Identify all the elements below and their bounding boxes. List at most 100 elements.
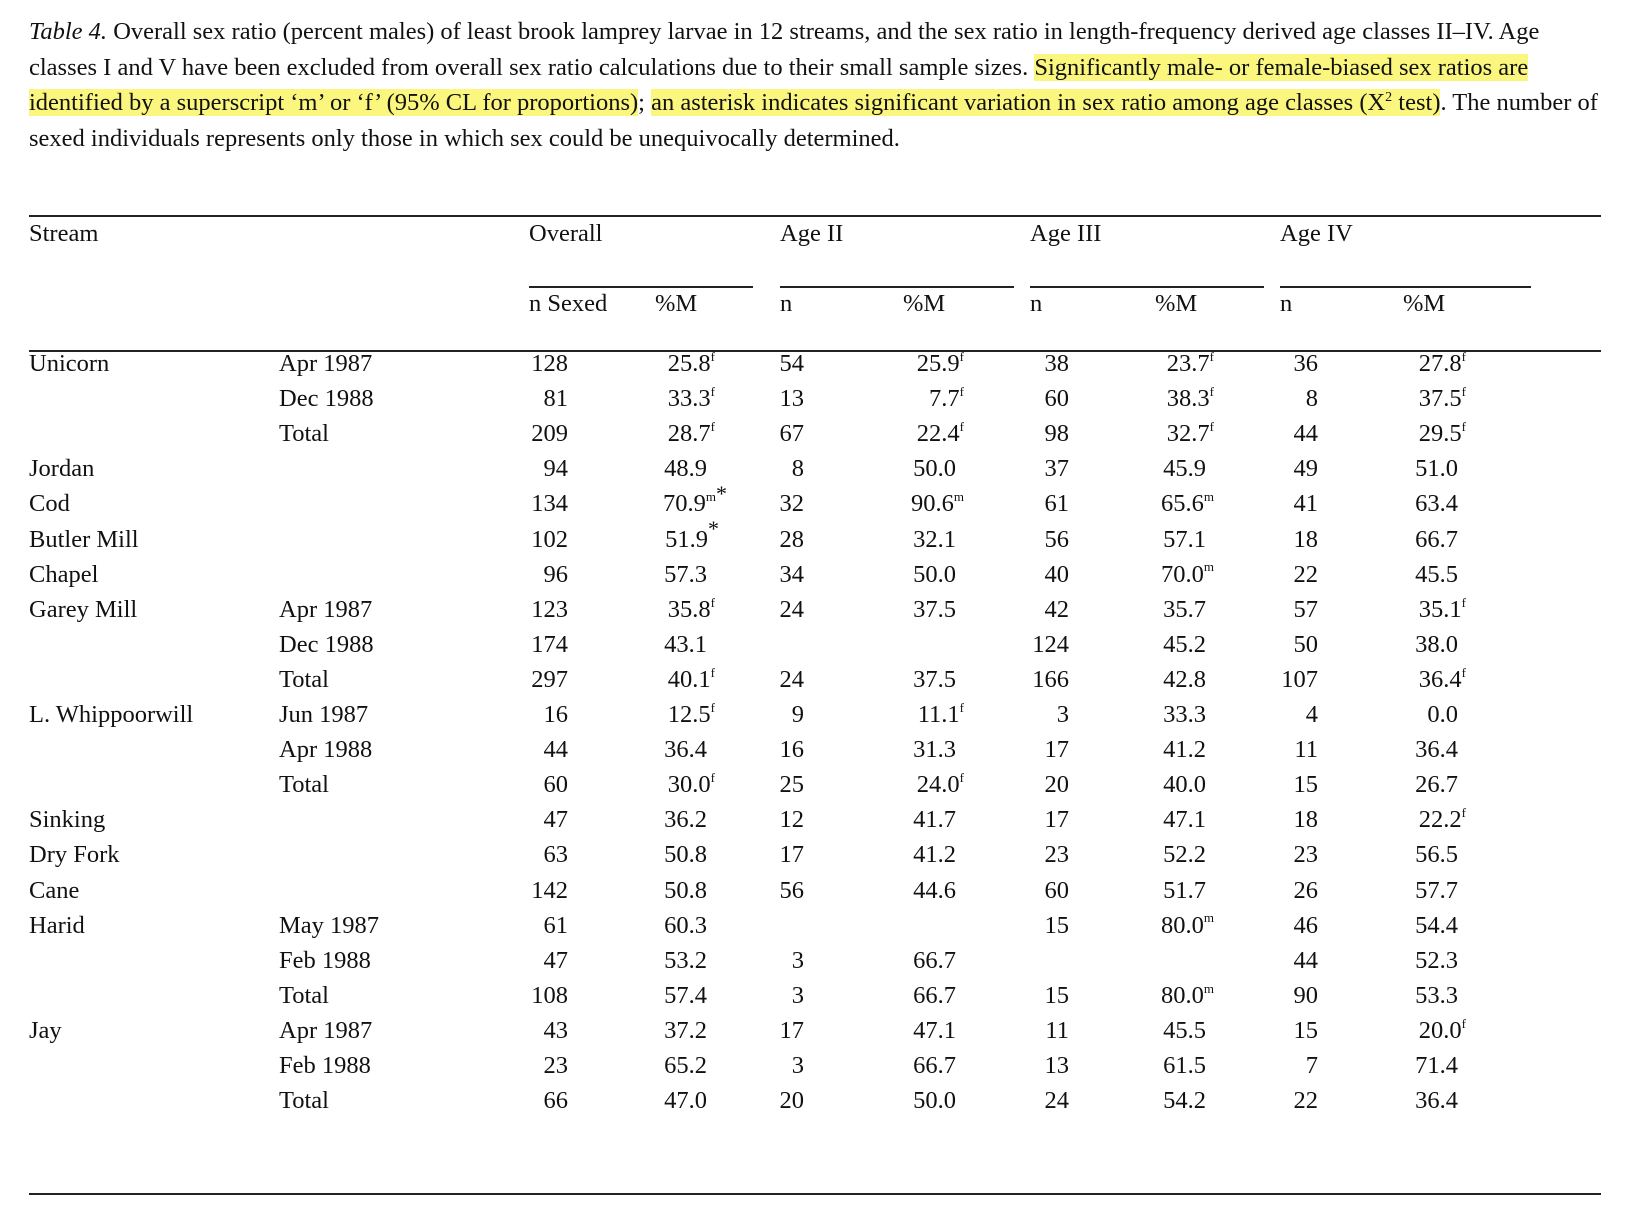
cell-number: 22.2 [1418, 806, 1462, 834]
cell-value: 70.9m* [663, 483, 727, 519]
cell-number: 15 [1293, 771, 1319, 799]
cell-value: 22.4f [917, 419, 964, 449]
cell-number: 166 [1032, 665, 1069, 693]
cell-number: 54.4 [1415, 911, 1458, 939]
cell-value: 33.3f [668, 384, 715, 414]
table-bottom-rule [29, 1193, 1601, 1195]
significance-letter: f [959, 348, 964, 364]
cell-value: 98 [1045, 419, 1070, 449]
cell-value: 56 [780, 876, 805, 906]
cell-value: 54.4 [1415, 911, 1458, 941]
cell-significance-mark: * [708, 518, 719, 540]
cell-value: 27.8f [1419, 349, 1466, 379]
cell-value: 44.6 [913, 876, 956, 906]
cell-significance-mark: f [711, 665, 715, 680]
cell-value: 42 [1045, 595, 1070, 625]
cell-number: 123 [531, 595, 568, 623]
cell-value: 22 [1294, 560, 1319, 590]
table-header-rule [29, 350, 1601, 352]
cell-value: 35.8f [668, 595, 715, 625]
cell-number: 60 [1044, 385, 1070, 413]
cell-number: 61 [1044, 490, 1070, 518]
cell-stream: Cod [29, 490, 70, 518]
caption-highlight-asterisk-note: an asterisk indicates significant variat… [651, 89, 1441, 116]
cell-value: 70.0m [1161, 560, 1214, 590]
cell-value: 66.7 [913, 946, 956, 976]
cell-value: 49 [1294, 454, 1319, 484]
cell-number: 51.7 [1163, 876, 1206, 904]
table-caption: Table 4. Overall sex ratio (percent male… [29, 14, 1601, 156]
cell-number: 107 [1281, 665, 1318, 693]
cell-value: 142 [531, 876, 568, 906]
cell-number: 28.7 [667, 420, 711, 448]
cell-value: 3 [792, 981, 804, 1011]
cell-value: 0.0 [1427, 700, 1458, 730]
cell-number: 45.9 [1163, 455, 1206, 483]
cell-number: 81 [543, 385, 569, 413]
cell-number: 142 [531, 876, 568, 904]
cell-value: 123 [531, 595, 568, 625]
cell-value: 20.0f [1419, 1016, 1466, 1046]
cell-number: 70.0 [1161, 560, 1204, 588]
cell-number: 33.3 [1163, 701, 1206, 728]
cell-value: 24 [1045, 1086, 1070, 1116]
cell-number: 102 [531, 525, 568, 553]
significance-letter: f [1461, 664, 1466, 680]
cell-significance-mark: f [960, 700, 964, 715]
cell-value: 18 [1294, 525, 1319, 555]
cell-significance-mark: f [1462, 384, 1466, 399]
cell-number: 24.0 [916, 771, 960, 799]
cell-value: 11 [1294, 735, 1318, 765]
cell-value: 7.7f [929, 384, 964, 414]
cell-value: 22 [1294, 1086, 1319, 1116]
cell-number: 20 [779, 1087, 805, 1115]
cell-value: 51.0 [1415, 454, 1458, 484]
cell-value: 33.3 [1163, 700, 1206, 730]
cell-value: 57 [1294, 595, 1319, 625]
cell-value: 61 [1045, 489, 1070, 519]
cell-value: 38 [1045, 349, 1070, 379]
cell-value: 29.5f [1419, 419, 1466, 449]
header-sub-0: n Sexed [529, 290, 608, 317]
cell-date: Total [279, 981, 329, 1009]
cell-value: 80.0m [1161, 981, 1214, 1011]
cell-number: 53.2 [664, 946, 707, 974]
table-top-rule [29, 215, 1601, 217]
cell-number: 38.0 [1415, 630, 1458, 658]
significance-letter: f [710, 770, 715, 786]
significance-letter: f [710, 383, 715, 399]
cell-number: 32 [779, 490, 805, 518]
header-sub-5: %M [1155, 290, 1198, 317]
cell-number: 46 [1293, 911, 1319, 939]
cell-value: 13 [780, 384, 805, 414]
cell-number: 33.3 [667, 385, 711, 413]
cell-date: Feb 1988 [279, 1052, 371, 1079]
cell-significance-mark: m [1204, 910, 1214, 925]
cell-number: 26.7 [1415, 771, 1458, 799]
cell-number: 17 [779, 1016, 805, 1044]
cell-value: 11.1f [918, 700, 964, 730]
cell-value: 47 [544, 805, 569, 835]
cell-value: 61.5 [1163, 1051, 1206, 1081]
significance-letter: f [1461, 805, 1466, 821]
cell-number: 71.4 [1415, 1052, 1458, 1079]
cell-value: 134 [531, 489, 568, 519]
cell-value: 20 [780, 1086, 805, 1116]
cell-stream: Harid [29, 911, 85, 939]
cell-number: 15 [1293, 1016, 1319, 1044]
cell-value: 297 [531, 665, 568, 695]
cell-number: 60 [543, 771, 569, 799]
cell-value: 46 [1294, 911, 1319, 941]
cell-value: 47 [544, 946, 569, 976]
cell-value: 45.5 [1415, 560, 1458, 590]
cell-value: 8 [792, 454, 804, 484]
significance-letter: f [1209, 348, 1214, 364]
cell-value: 16 [780, 735, 805, 765]
cell-number: 66 [543, 1087, 569, 1115]
cell-date: Jun 1987 [279, 701, 369, 728]
cell-number: 80.0 [1161, 911, 1204, 939]
cell-number: 12.5 [667, 701, 711, 728]
cell-number: 60 [1044, 876, 1070, 904]
cell-number: 94 [543, 455, 569, 483]
cell-value: 124 [1032, 630, 1069, 660]
